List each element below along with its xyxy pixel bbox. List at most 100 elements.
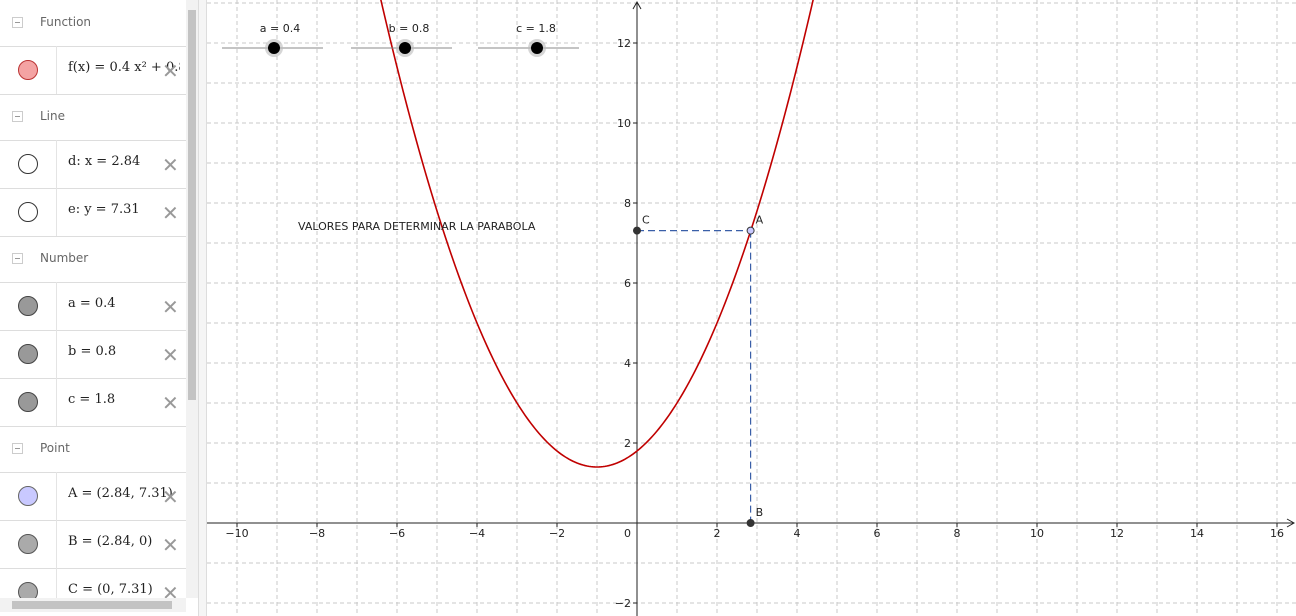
group-title: Line (40, 109, 66, 123)
divider (56, 140, 57, 188)
x-tick-label: 12 (1110, 527, 1124, 540)
parabola (380, 0, 814, 468)
algebra-item: b = 0.8 ✕ (0, 330, 186, 379)
delete-button[interactable]: ✕ (162, 201, 179, 225)
x-tick-label: 8 (954, 527, 961, 540)
item-definition: e: y = 7.31 (68, 202, 140, 217)
y-tick-label: 6 (624, 277, 631, 290)
group-header: Point (0, 426, 186, 473)
y-tick-label: 10 (617, 117, 631, 130)
algebra-item: a = 0.4 ✕ (0, 282, 186, 331)
y-tick-label: 12 (617, 37, 631, 50)
x-tick-label: 14 (1190, 527, 1204, 540)
x-tick-label: −8 (309, 527, 325, 540)
item-definition: B = (2.84, 0) (68, 534, 153, 549)
x-tick-label: −2 (549, 527, 565, 540)
item-definition: c = 1.8 (68, 392, 116, 407)
point-label: C (642, 214, 650, 227)
point-label: B (756, 506, 764, 519)
algebra-item: A = (2.84, 7.31) ✕ (0, 472, 186, 521)
item-definition: b = 0.8 (68, 344, 117, 359)
delete-button[interactable]: ✕ (162, 153, 179, 177)
divider (56, 520, 57, 568)
slider-label: b = 0.8 (389, 22, 430, 35)
algebra-item: d: x = 2.84 ✕ (0, 140, 186, 189)
divider (56, 282, 57, 330)
collapse-toggle[interactable] (12, 17, 23, 28)
horizontal-scrollbar[interactable] (0, 598, 186, 612)
y-axis-arrow (632, 0, 642, 10)
group-header: Function (0, 0, 186, 47)
visibility-toggle[interactable] (18, 60, 38, 80)
slider-label: a = 0.4 (260, 22, 300, 35)
scroll-thumb[interactable] (188, 10, 196, 400)
divider (56, 46, 57, 94)
x-axis-arrow (1286, 518, 1296, 528)
visibility-toggle[interactable] (18, 344, 38, 364)
delete-button[interactable]: ✕ (162, 533, 179, 557)
group-header: Line (0, 94, 186, 141)
slider-knob[interactable] (531, 42, 543, 54)
item-definition: A = (2.84, 7.31) (68, 486, 173, 501)
x-tick-label: −6 (389, 527, 405, 540)
group-header: Number (0, 236, 186, 283)
delete-button[interactable]: ✕ (162, 485, 179, 509)
delete-button[interactable]: ✕ (162, 343, 179, 367)
x-tick-label: −10 (225, 527, 248, 540)
collapse-toggle[interactable] (12, 253, 23, 264)
x-tick-label: 2 (714, 527, 721, 540)
origin-label: 0 (624, 527, 631, 540)
y-tick-label: 8 (624, 197, 631, 210)
group-title: Point (40, 441, 70, 455)
divider (56, 378, 57, 426)
divider (56, 188, 57, 236)
item-definition: d: x = 2.84 (68, 154, 141, 169)
delete-button[interactable]: ✕ (162, 59, 179, 83)
x-tick-label: 16 (1270, 527, 1284, 540)
slider-label: c = 1.8 (516, 22, 556, 35)
divider (56, 568, 57, 598)
visibility-toggle[interactable] (18, 486, 38, 506)
visibility-toggle[interactable] (18, 154, 38, 174)
x-tick-label: 6 (874, 527, 881, 540)
point-label: A (756, 214, 764, 227)
slider-knob[interactable] (268, 42, 280, 54)
scroll-thumb[interactable] (12, 601, 172, 609)
item-definition: a = 0.4 (68, 296, 116, 311)
x-tick-label: 10 (1030, 527, 1044, 540)
collapse-toggle[interactable] (12, 111, 23, 122)
y-tick-label: 4 (624, 357, 631, 370)
algebra-item: B = (2.84, 0) ✕ (0, 520, 186, 569)
point (746, 226, 755, 235)
vertical-scrollbar[interactable] (186, 0, 198, 598)
item-definition: f(x) = 0.4 x² + 0.8 x + 1.8 (68, 60, 180, 75)
y-tick-label: −2 (615, 597, 631, 610)
slider-knob[interactable] (399, 42, 411, 54)
visibility-toggle[interactable] (18, 202, 38, 222)
visibility-toggle[interactable] (18, 534, 38, 554)
group-title: Number (40, 251, 89, 265)
point (746, 519, 755, 527)
delete-button[interactable]: ✕ (162, 391, 179, 415)
visibility-toggle[interactable] (18, 582, 38, 598)
visibility-toggle[interactable] (18, 392, 38, 412)
x-tick-label: 4 (794, 527, 801, 540)
algebra-item: c = 1.8 ✕ (0, 378, 186, 427)
x-tick-label: −4 (469, 527, 485, 540)
graphics-view: −10 −8 −6 −4 −2 2 4 6 8 10 12 14 16 −2 2 4 6 8 10 12 0 A B Ca =… (207, 0, 1296, 616)
visibility-toggle[interactable] (18, 296, 38, 316)
point (633, 226, 641, 235)
delete-button[interactable]: ✕ (162, 581, 179, 598)
graphics-text: VALORES PARA DETERMINAR LA PARABOLA (298, 220, 536, 233)
divider (56, 330, 57, 378)
collapse-toggle[interactable] (12, 443, 23, 454)
splitter[interactable] (198, 0, 207, 616)
algebra-item: f(x) = 0.4 x² + 0.8 x + 1.8✕ (0, 46, 186, 95)
divider (56, 472, 57, 520)
algebra-item: C = (0, 7.31) ✕ (0, 568, 186, 598)
y-tick-label: 2 (624, 437, 631, 450)
group-title: Function (40, 15, 92, 29)
delete-button[interactable]: ✕ (162, 295, 179, 319)
